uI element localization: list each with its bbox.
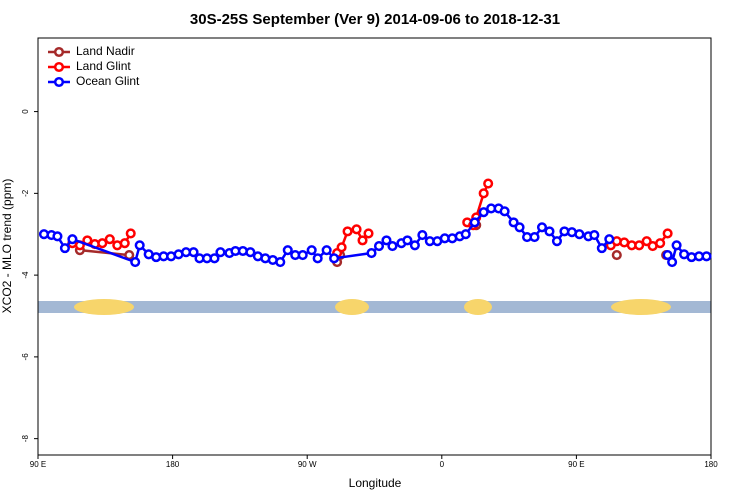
land-patch — [335, 299, 369, 315]
data-point — [536, 222, 548, 233]
data-point — [460, 229, 471, 240]
data-point — [312, 253, 323, 264]
data-point — [209, 253, 220, 264]
data-point — [402, 235, 413, 246]
data-point — [387, 241, 398, 252]
legend-marker — [53, 76, 65, 88]
land-patch — [611, 299, 671, 315]
data-point — [381, 235, 392, 246]
data-point — [366, 247, 377, 259]
data-point — [641, 236, 652, 247]
data-point — [574, 229, 585, 240]
data-point — [363, 228, 374, 239]
data-point — [342, 226, 353, 237]
data-point — [499, 206, 510, 217]
data-point — [544, 226, 555, 237]
data-point — [351, 224, 362, 235]
data-point — [701, 251, 712, 262]
legend-label: Land Nadir — [76, 44, 135, 58]
data-point — [336, 242, 347, 253]
data-point — [655, 238, 666, 249]
data-point — [508, 217, 519, 228]
data-point — [52, 231, 63, 242]
data-point — [551, 236, 563, 247]
data-point — [667, 256, 678, 268]
data-point — [321, 245, 332, 256]
data-point — [134, 240, 145, 251]
data-point — [357, 235, 368, 246]
data-point — [478, 207, 489, 218]
x-tick-label: 180 — [166, 460, 180, 469]
data-point — [409, 240, 420, 251]
data-point — [529, 232, 540, 243]
data-point — [119, 238, 130, 249]
data-point — [275, 256, 286, 268]
data-point — [662, 250, 673, 261]
data-point — [478, 188, 489, 199]
y-tick-label: -2 — [21, 189, 30, 197]
data-point — [671, 240, 682, 251]
data-point — [67, 234, 78, 245]
data-point — [125, 228, 136, 239]
data-point — [245, 247, 256, 258]
legend-marker — [53, 61, 65, 73]
data-point — [514, 222, 525, 233]
data-point — [596, 243, 607, 254]
data-point — [215, 247, 226, 258]
surface-strip — [38, 299, 711, 315]
y-tick-label: -8 — [21, 435, 30, 443]
data-point — [604, 234, 615, 245]
data-point — [97, 238, 108, 249]
x-tick-label: 180 — [704, 460, 718, 469]
legend-label: Ocean Glint — [76, 74, 140, 88]
data-point — [634, 240, 645, 251]
y-axis-label: XCO2 - MLO trend (ppm) — [0, 179, 14, 314]
land-patch — [464, 299, 492, 315]
data-point — [329, 253, 340, 264]
x-tick-label: 90 W — [298, 460, 317, 469]
y-tick-label: 0 — [21, 109, 30, 114]
data-point — [188, 247, 199, 258]
data-point — [589, 230, 600, 241]
data-point — [469, 217, 480, 228]
legend-label: Land Glint — [76, 59, 131, 73]
data-point — [282, 245, 293, 256]
data-point — [373, 241, 385, 252]
x-tick-label: 0 — [440, 460, 445, 469]
plot-frame — [37, 37, 712, 456]
series-line — [79, 248, 130, 257]
chart-title: 30S-25S September (Ver 9) 2014-09-06 to … — [190, 11, 560, 28]
land-patch — [74, 299, 134, 315]
data-point — [130, 256, 141, 268]
data-point — [483, 178, 494, 189]
data-point — [417, 230, 428, 241]
x-tick-label: 90 E — [568, 460, 584, 469]
legend-marker — [53, 46, 65, 58]
ocean-band — [38, 301, 711, 313]
x-tick-label: 90 E — [30, 460, 46, 469]
data-point — [306, 245, 317, 256]
data-point — [59, 243, 70, 254]
data-point — [104, 234, 115, 245]
x-axis-label: Longitude — [349, 476, 402, 490]
data-point — [611, 250, 622, 261]
data-point — [297, 250, 308, 261]
y-tick-label: -4 — [21, 271, 30, 279]
data-point — [662, 228, 673, 239]
y-tick-label: -6 — [21, 353, 30, 361]
